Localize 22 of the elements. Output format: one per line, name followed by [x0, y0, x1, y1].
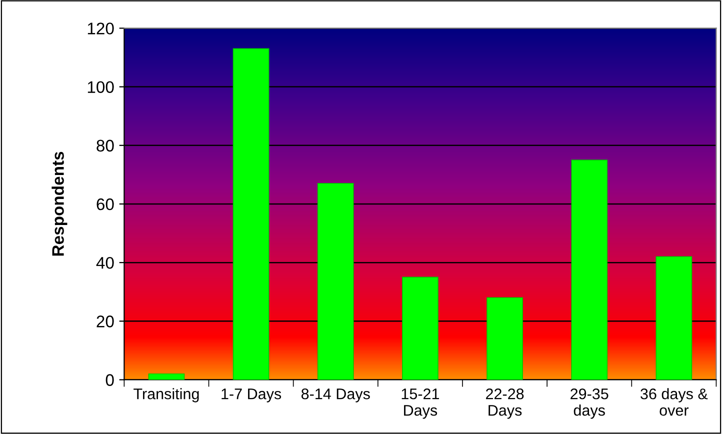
y-tick-label: 40: [96, 256, 114, 269]
x-tick-label: 36 days & over: [640, 388, 708, 416]
bar: [656, 256, 692, 380]
y-tick-label: 0: [106, 374, 114, 386]
x-tick-label: 29-35 days: [570, 388, 608, 419]
x-tick-label: 15-21 Days: [402, 388, 439, 419]
x-tick-label: 8-14 Days: [301, 388, 370, 402]
y-tick-label: 60: [96, 198, 114, 210]
bar: [486, 297, 523, 380]
bar: [317, 183, 354, 380]
x-tick-label: 1-7 Days: [222, 388, 282, 402]
y-tick-label: 120: [88, 22, 114, 34]
y-tick-label: 20: [96, 316, 114, 328]
y-tick-label: 80: [96, 140, 114, 152]
y-axis-title: Respondents: [52, 152, 68, 256]
x-tick-label: 22-28 Days: [486, 388, 524, 419]
bar: [148, 373, 185, 380]
bar: [571, 160, 608, 380]
x-tick-label: Transiting: [134, 388, 199, 402]
bar: [232, 48, 270, 380]
bar: [402, 276, 438, 380]
y-tick-label: 100: [88, 81, 114, 94]
